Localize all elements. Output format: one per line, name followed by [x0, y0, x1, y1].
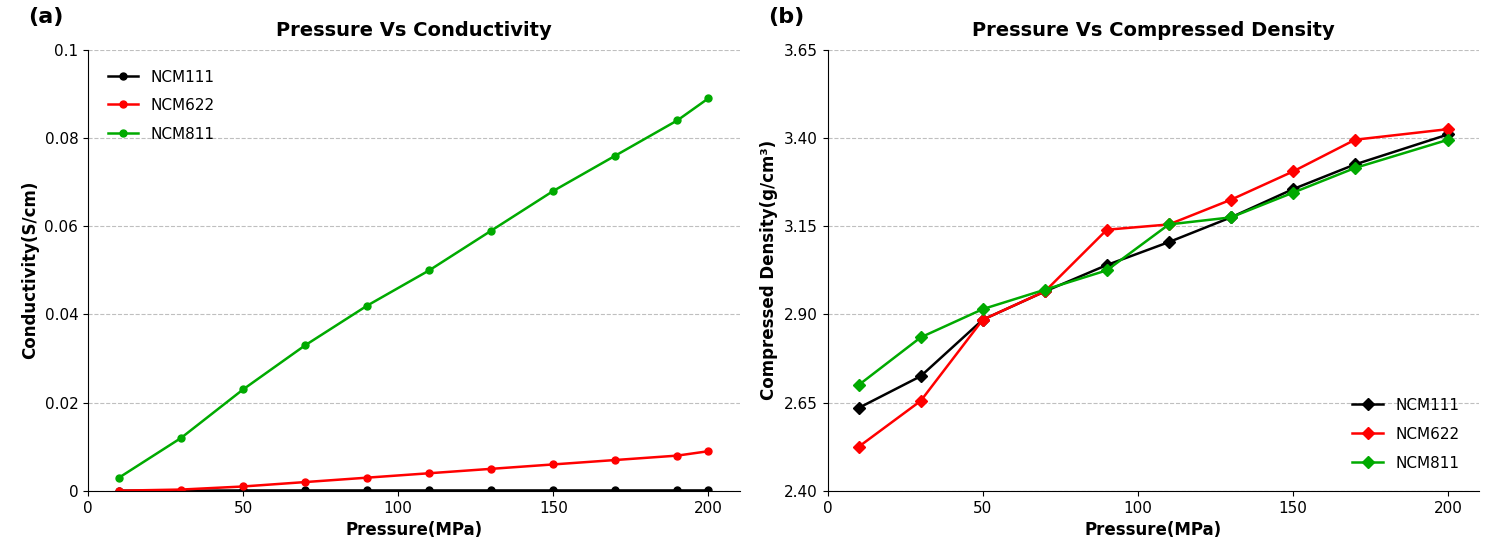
NCM811 — [1438, 137, 1456, 143]
NCM622 — [296, 479, 314, 486]
NCM111 — [1098, 262, 1116, 268]
NCM111 — [172, 487, 190, 494]
NCM622 — [358, 474, 376, 481]
NCM622 — [172, 486, 190, 493]
NCM622 — [110, 487, 128, 494]
NCM622 — [483, 465, 501, 472]
NCM622 — [1346, 137, 1364, 143]
NCM622 — [606, 456, 624, 463]
NCM811 — [849, 382, 867, 389]
NCM811 — [1098, 267, 1116, 274]
NCM622 — [912, 398, 930, 404]
Title: Pressure Vs Compressed Density: Pressure Vs Compressed Density — [972, 21, 1335, 40]
NCM811 — [234, 386, 252, 393]
NCM111 — [974, 316, 992, 323]
NCM111 — [1222, 214, 1240, 221]
NCM622 — [1098, 226, 1116, 233]
NCM622 — [699, 448, 717, 455]
NCM622 — [544, 461, 562, 468]
NCM111 — [544, 487, 562, 494]
NCM111 — [1438, 131, 1456, 138]
Y-axis label: Compressed Density(g/cm³): Compressed Density(g/cm³) — [760, 140, 778, 400]
NCM811 — [420, 267, 438, 274]
NCM811 — [669, 117, 687, 124]
NCM811 — [110, 474, 128, 481]
Y-axis label: Conductivity(S/cm): Conductivity(S/cm) — [21, 181, 39, 360]
NCM622 — [974, 316, 992, 323]
NCM111 — [1346, 161, 1364, 168]
Title: Pressure Vs Conductivity: Pressure Vs Conductivity — [276, 21, 552, 40]
NCM111 — [669, 487, 687, 494]
NCM622 — [669, 452, 687, 459]
NCM811 — [974, 306, 992, 312]
NCM811 — [544, 188, 562, 194]
NCM811 — [1160, 221, 1178, 228]
NCM622 — [1284, 168, 1302, 175]
NCM111 — [1036, 288, 1054, 295]
NCM811 — [296, 342, 314, 349]
NCM811 — [1036, 286, 1054, 293]
NCM811 — [1284, 189, 1302, 196]
NCM811 — [912, 334, 930, 340]
NCM622 — [234, 483, 252, 490]
Line: NCM811: NCM811 — [116, 95, 712, 481]
NCM111 — [358, 487, 376, 494]
Legend: NCM111, NCM622, NCM811: NCM111, NCM622, NCM811 — [1340, 386, 1472, 483]
Text: (b): (b) — [768, 7, 804, 27]
NCM622 — [1160, 221, 1178, 228]
NCM811 — [699, 95, 717, 101]
NCM111 — [110, 487, 128, 494]
NCM811 — [358, 302, 376, 309]
Line: NCM622: NCM622 — [855, 125, 1452, 451]
Legend: NCM111, NCM622, NCM811: NCM111, NCM622, NCM811 — [96, 57, 226, 155]
Text: (a): (a) — [28, 7, 63, 27]
NCM811 — [1222, 214, 1240, 221]
Line: NCM811: NCM811 — [855, 136, 1452, 389]
NCM111 — [420, 487, 438, 494]
NCM622 — [1438, 126, 1456, 133]
X-axis label: Pressure(MPa): Pressure(MPa) — [1084, 521, 1222, 539]
NCM111 — [606, 487, 624, 494]
NCM111 — [849, 404, 867, 411]
X-axis label: Pressure(MPa): Pressure(MPa) — [345, 521, 483, 539]
NCM622 — [1036, 288, 1054, 295]
NCM111 — [234, 487, 252, 494]
NCM622 — [849, 444, 867, 450]
NCM111 — [296, 487, 314, 494]
NCM111 — [483, 487, 501, 494]
NCM811 — [1346, 165, 1364, 171]
NCM811 — [172, 435, 190, 441]
NCM111 — [699, 487, 717, 494]
NCM622 — [420, 470, 438, 477]
NCM111 — [912, 373, 930, 380]
NCM111 — [1284, 186, 1302, 193]
NCM811 — [483, 227, 501, 234]
Line: NCM111: NCM111 — [855, 130, 1452, 412]
Line: NCM111: NCM111 — [116, 487, 712, 494]
NCM111 — [1160, 239, 1178, 245]
Line: NCM622: NCM622 — [116, 447, 712, 494]
NCM811 — [606, 152, 624, 159]
NCM622 — [1222, 197, 1240, 203]
